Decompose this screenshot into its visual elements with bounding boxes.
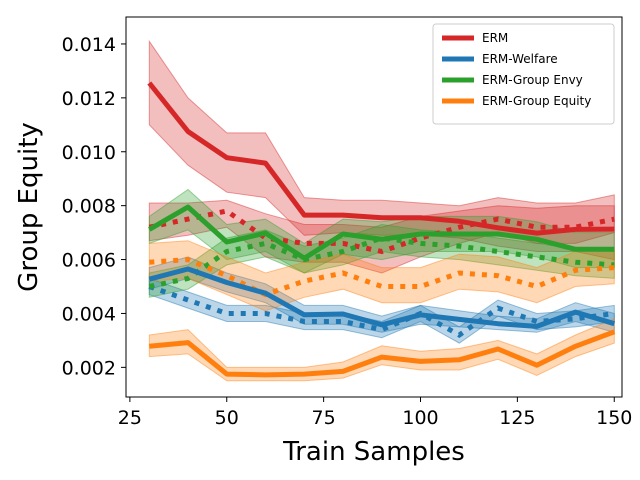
- erm-welfare-line: [148, 266, 616, 329]
- x-tick-label: 75: [312, 407, 336, 429]
- x-tick-label: 100: [402, 407, 438, 429]
- erm-group-equity-band: [148, 318, 615, 382]
- legend-label: ERM-Group Envy: [482, 73, 583, 87]
- y-axis-label: Group Equity: [14, 122, 44, 292]
- x-tick-label: 50: [215, 407, 239, 429]
- erm-dotted-line: [148, 208, 615, 255]
- y-tick-label: 0.004: [62, 303, 116, 325]
- erm-group-equity-line: [149, 329, 616, 378]
- legend-box: [432, 23, 615, 125]
- legend-label: ERM-Welfare: [482, 52, 558, 66]
- series-lines: [147, 81, 616, 378]
- y-tick-label: 0.014: [62, 34, 116, 56]
- erm-group-envy-band: [148, 188, 615, 274]
- axes: 25 50 75 100 125 150 0.002 0.004 0.006 0.008 0.010…: [62, 16, 632, 429]
- y-tick-label: 0.002: [62, 357, 116, 379]
- x-tick-label: 125: [499, 407, 535, 429]
- y-tick-label: 0.012: [62, 88, 116, 110]
- x-axis-label: Train Samples: [282, 437, 465, 467]
- legend: ERM ERM-Welfare ERM-Group Envy ERM-Group Eq…: [432, 23, 615, 125]
- erm-group-envy-dotted-band: [148, 223, 615, 298]
- y-tick-label: 0.008: [62, 196, 116, 218]
- y-tick-label: 0.010: [62, 142, 116, 164]
- y-tick-label: 0.006: [62, 250, 116, 272]
- erm-group-envy-line: [148, 204, 615, 261]
- erm-group-envy-dotted-line: [148, 235, 615, 289]
- erm-line: [147, 81, 615, 236]
- x-tick-label: 25: [118, 407, 142, 429]
- legend-label: ERM: [482, 31, 508, 45]
- legend-label: ERM-Group Equity: [482, 94, 591, 108]
- x-tick-label: 150: [596, 407, 632, 429]
- plot-frame: [125, 16, 623, 398]
- erm-band: [148, 39, 615, 261]
